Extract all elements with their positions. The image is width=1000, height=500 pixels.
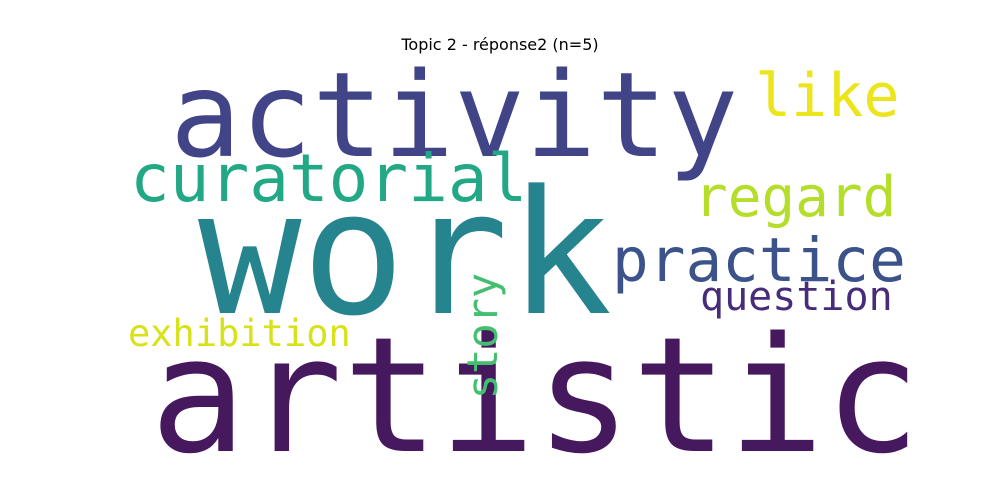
word-question: question xyxy=(700,274,893,320)
wordcloud-title: Topic 2 - réponse2 (n=5) xyxy=(401,35,599,54)
word-activity: activity xyxy=(170,46,739,184)
word-exhibition: exhibition xyxy=(128,312,351,355)
word-practice: practice xyxy=(612,225,906,296)
word-artistic: artistic xyxy=(150,302,921,489)
word-like: like xyxy=(755,61,900,131)
word-regard: regard xyxy=(694,165,897,230)
word-story: story xyxy=(458,272,508,400)
word-curatorial: curatorial xyxy=(130,140,528,217)
word-work: work xyxy=(198,153,613,354)
